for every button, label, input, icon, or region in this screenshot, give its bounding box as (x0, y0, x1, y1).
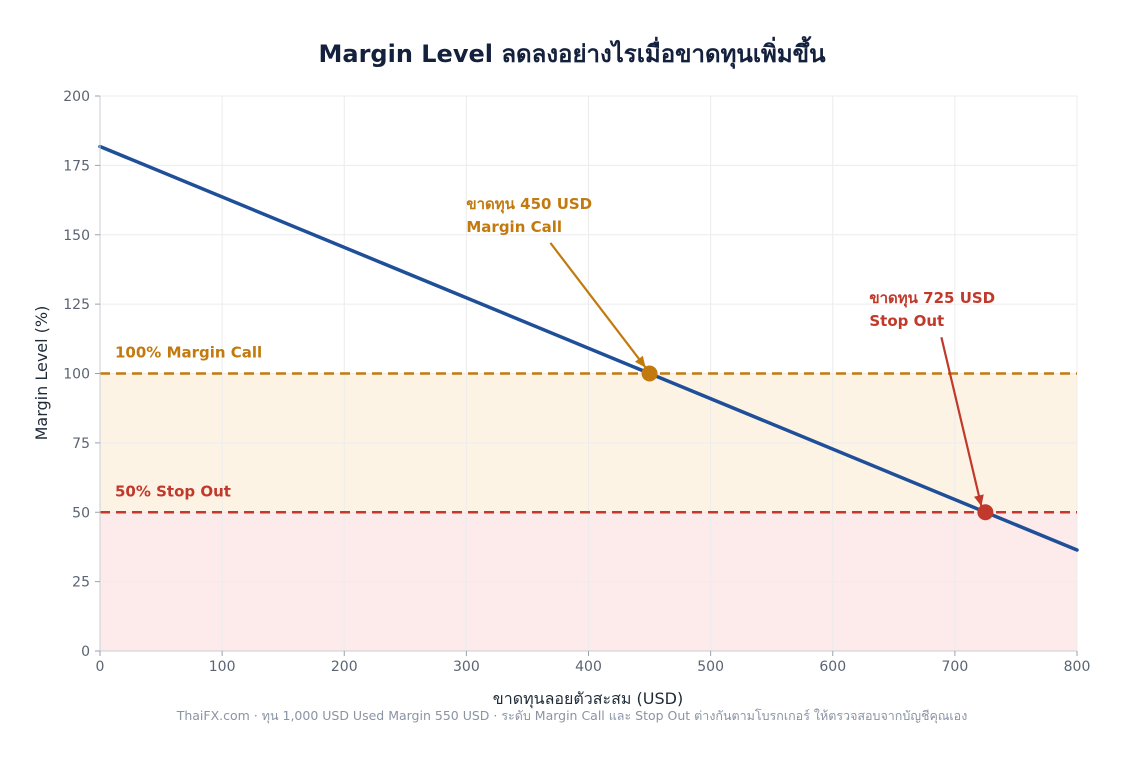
y-tick-label: 75 (72, 436, 90, 452)
footer-note: ThaiFX.com · ทุน 1,000 USD Used Margin 5… (176, 708, 968, 724)
annotation-arrowhead-0 (634, 355, 646, 368)
y-tick-label: 50 (72, 505, 90, 521)
annotation-subtitle-0: Margin Call (466, 218, 562, 236)
x-tick-label: 200 (331, 659, 358, 675)
x-tick-label: 700 (942, 659, 969, 675)
series-line-0 (98, 144, 1079, 552)
annotation-title-1: ขาดทุน 725 USD (869, 289, 995, 308)
threshold-label-0: 100% Margin Call (115, 344, 262, 362)
y-tick-label: 175 (63, 158, 90, 174)
y-tick-label: 25 (72, 575, 90, 591)
annotation-subtitle-1: Stop Out (869, 312, 944, 330)
data-point-0 (641, 365, 658, 382)
annotation-title-0: ขาดทุน 450 USD (466, 195, 592, 214)
x-tick-label: 400 (575, 659, 602, 675)
x-axis-label: ขาดทุนลอยตัวสะสม (USD) (493, 689, 683, 709)
y-axis-label: Margin Level (%) (32, 306, 51, 441)
threshold-label-1: 50% Stop Out (115, 482, 231, 500)
x-tick-label: 0 (96, 659, 105, 675)
x-tick-label: 800 (1064, 659, 1091, 675)
x-tick-label: 100 (209, 659, 236, 675)
x-tick-label: 500 (697, 659, 724, 675)
y-tick-label: 0 (81, 644, 90, 660)
y-tick-label: 200 (63, 89, 90, 105)
annotation-arrowhead-1 (974, 494, 984, 507)
data-point-1 (977, 504, 994, 521)
annotation-arrow-0 (549, 242, 647, 369)
y-tick-label: 150 (63, 228, 90, 244)
x-tick-label: 600 (819, 659, 846, 675)
chart-title: Margin Level ลดลงอย่างไรเมื่อขาดทุนเพิ่ม… (319, 35, 827, 70)
y-tick-label: 125 (63, 297, 90, 313)
x-tick-label: 300 (453, 659, 480, 675)
annotation-arrow-1 (940, 336, 983, 507)
y-tick-label: 100 (63, 367, 90, 383)
